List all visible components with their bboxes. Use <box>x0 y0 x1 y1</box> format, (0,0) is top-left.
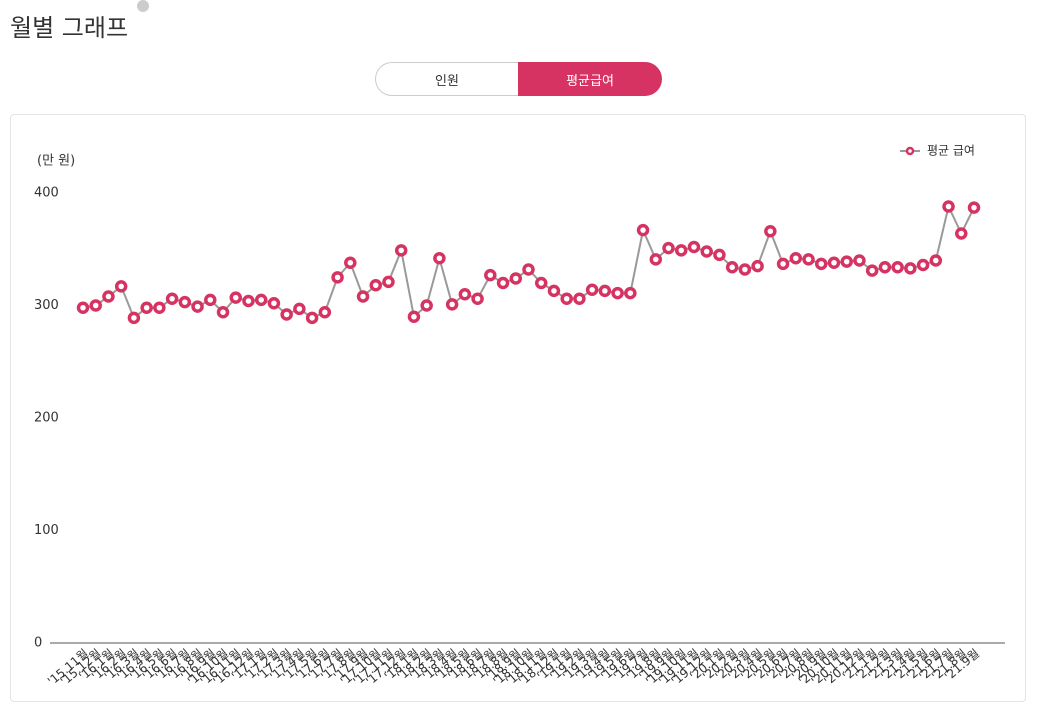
y-tick-label: 200 <box>34 411 59 426</box>
point <box>229 291 242 304</box>
point <box>853 254 866 267</box>
tabs: 인원 평균급여 <box>375 62 662 96</box>
point <box>331 271 344 284</box>
point <box>636 223 650 237</box>
point <box>725 261 739 274</box>
point <box>611 286 624 300</box>
point <box>751 259 764 273</box>
point <box>458 288 472 301</box>
point <box>522 263 535 276</box>
point <box>674 244 688 257</box>
line <box>82 203 975 320</box>
point <box>738 263 752 276</box>
point <box>865 264 879 277</box>
point <box>344 256 357 269</box>
point <box>140 301 153 314</box>
point <box>713 248 726 262</box>
tab[interactable]: 인원 <box>375 62 518 96</box>
point <box>815 257 828 271</box>
y-tick-label: 400 <box>34 186 59 201</box>
point <box>878 261 892 274</box>
point <box>904 262 917 275</box>
point <box>394 244 408 257</box>
info-icon[interactable] <box>137 0 149 12</box>
point <box>891 261 904 274</box>
point <box>382 275 395 289</box>
point <box>305 311 319 325</box>
y-tick-label: 100 <box>34 523 59 538</box>
point <box>585 283 599 296</box>
point <box>967 201 981 214</box>
point <box>89 299 102 312</box>
point <box>369 279 383 292</box>
point <box>560 292 573 305</box>
point <box>840 255 853 268</box>
chart-card <box>10 114 1026 702</box>
point <box>433 252 446 265</box>
point <box>420 299 433 312</box>
legend-label: 평균 급여 <box>927 144 975 158</box>
point <box>573 292 586 305</box>
page-title: 월별 그래프 <box>10 14 129 42</box>
point <box>114 280 128 293</box>
point <box>496 276 510 290</box>
point <box>547 284 561 298</box>
point <box>76 301 90 314</box>
point <box>280 308 293 321</box>
legend-marker <box>905 146 915 156</box>
y-tick-label: 300 <box>34 298 59 313</box>
point <box>598 284 612 298</box>
point <box>916 258 930 272</box>
point <box>267 297 281 310</box>
point <box>764 225 777 238</box>
point <box>649 253 663 266</box>
point <box>827 256 841 269</box>
point <box>216 306 230 319</box>
point <box>254 293 268 307</box>
point <box>534 276 548 290</box>
point <box>662 241 675 255</box>
point <box>293 302 306 316</box>
point <box>165 292 179 305</box>
point <box>445 298 459 311</box>
point <box>700 245 713 258</box>
point <box>942 200 955 213</box>
point <box>802 253 815 266</box>
point <box>624 286 637 300</box>
point <box>356 290 370 303</box>
point <box>127 311 141 325</box>
point <box>509 272 523 285</box>
tab[interactable]: 평균급여 <box>518 62 662 96</box>
y-axis-label: (만 원) <box>37 154 75 169</box>
point <box>204 293 217 307</box>
point <box>318 306 332 319</box>
point <box>929 254 943 267</box>
point <box>484 268 497 282</box>
point <box>789 252 803 265</box>
point <box>191 300 204 313</box>
y-tick-label: 0 <box>34 636 42 651</box>
point <box>242 294 255 308</box>
point <box>776 257 790 271</box>
point <box>687 240 701 254</box>
point <box>471 292 484 305</box>
point <box>153 301 166 314</box>
point <box>178 295 192 309</box>
point <box>407 310 421 323</box>
point <box>102 290 115 303</box>
point <box>955 227 968 240</box>
